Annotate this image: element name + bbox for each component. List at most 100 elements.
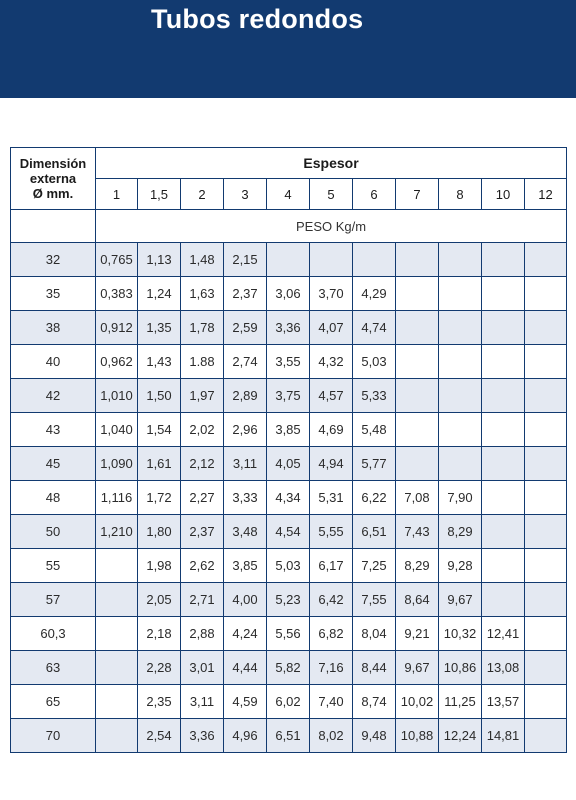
weight-cell: 2,89	[223, 378, 267, 413]
weight-cell: 1,24	[137, 276, 181, 311]
weight-cell: 2,96	[223, 412, 267, 447]
weight-cell	[523, 276, 568, 311]
weight-cell: 2,88	[180, 616, 224, 651]
thickness-header-cell: 6	[352, 178, 396, 210]
weight-cell: 3,11	[180, 684, 224, 719]
weight-cell: 9,21	[395, 616, 439, 651]
weight-cell: 4,32	[309, 344, 353, 379]
weight-cell: 1,116	[95, 480, 138, 515]
weight-cell: 1,210	[95, 514, 138, 549]
table-row: 42 1,010 1,50 1,97 2,89 3,75 4,57 5,33	[10, 378, 568, 413]
weight-cell: 0,912	[95, 310, 138, 345]
thickness-header-cell: 5	[309, 178, 353, 210]
weight-cell	[481, 514, 525, 549]
weight-cell: 1,63	[180, 276, 224, 311]
weight-cell: 8,74	[352, 684, 396, 719]
weight-cell	[523, 310, 568, 345]
weight-cell: 2,54	[137, 718, 181, 753]
weight-cell	[95, 650, 138, 685]
table-row: 38 0,912 1,35 1,78 2,59 3,36 4,07 4,74	[10, 310, 568, 345]
weight-cell: 1,040	[95, 412, 138, 447]
weight-cell	[438, 344, 482, 379]
table-row: 60,3 2,18 2,88 4,24 5,56 6,82 8,04 9,21 10,32 12,…	[10, 616, 568, 651]
weight-cell: 2,15	[223, 242, 267, 277]
weight-cell	[523, 548, 568, 583]
weight-cell: 1,010	[95, 378, 138, 413]
weight-cell: 12,41	[481, 616, 525, 651]
dimension-cell: 60,3	[10, 616, 96, 651]
weight-cell	[438, 276, 482, 311]
dimension-cell: 42	[10, 378, 96, 413]
weight-cell	[481, 310, 525, 345]
page-title: Tubos redondos	[151, 4, 364, 34]
weight-cell: 5,03	[352, 344, 396, 379]
weight-cell: 7,08	[395, 480, 439, 515]
unit-row: PESO Kg/m	[10, 209, 568, 243]
weight-cell: 6,02	[266, 684, 310, 719]
weight-cell: 3,36	[180, 718, 224, 753]
weight-cell	[523, 242, 568, 277]
weight-cell: 2,05	[137, 582, 181, 617]
weight-cell: 4,54	[266, 514, 310, 549]
dimension-cell: 65	[10, 684, 96, 719]
weight-cell	[523, 344, 568, 379]
dimension-header-line: Ø mm.	[32, 186, 74, 201]
weight-cell: 1,61	[137, 446, 181, 481]
weight-cell: 4,00	[223, 582, 267, 617]
weight-cell: 7,90	[438, 480, 482, 515]
weight-cell: 1,98	[137, 548, 181, 583]
thickness-header-cell: 12	[523, 178, 568, 210]
table-row: 48 1,116 1,72 2,27 3,33 4,34 5,31 6,22 7,08 7,90	[10, 480, 568, 515]
weight-cell: 5,77	[352, 446, 396, 481]
weight-cell	[395, 242, 439, 277]
weight-cell: 2,71	[180, 582, 224, 617]
weight-cell: 3,11	[223, 446, 267, 481]
thickness-header-cell: 7	[395, 178, 439, 210]
weight-cell: 0,383	[95, 276, 138, 311]
weight-cell	[438, 412, 482, 447]
weight-cell: 4,07	[309, 310, 353, 345]
dimension-header-line: Dimensión	[19, 156, 87, 171]
dimension-cell: 50	[10, 514, 96, 549]
weight-cell: 8,44	[352, 650, 396, 685]
weight-cell: 4,44	[223, 650, 267, 685]
weight-cell: 2,35	[137, 684, 181, 719]
weight-cell: 11,25	[438, 684, 482, 719]
dimension-cell: 55	[10, 548, 96, 583]
thickness-header-cell: 1,5	[137, 178, 181, 210]
weight-cell	[481, 446, 525, 481]
unit-row-blank	[10, 209, 96, 243]
weight-cell: 9,28	[438, 548, 482, 583]
thickness-header-cell: 8	[438, 178, 482, 210]
weight-cell	[481, 276, 525, 311]
weight-cell: 6,82	[309, 616, 353, 651]
weight-cell: 5,31	[309, 480, 353, 515]
weight-cell: 7,43	[395, 514, 439, 549]
weight-cell: 14,81	[481, 718, 525, 753]
weight-cell: 7,16	[309, 650, 353, 685]
weight-cell	[95, 582, 138, 617]
dimension-cell: 45	[10, 446, 96, 481]
weight-cell: 4,69	[309, 412, 353, 447]
header-row-group: Dimensión externa Ø mm. Espesor	[10, 147, 568, 210]
weight-cell	[523, 582, 568, 617]
table-row: 63 2,28 3,01 4,44 5,82 7,16 8,44 9,67 10,86 13,08	[10, 650, 568, 685]
weight-cell: 5,55	[309, 514, 353, 549]
weight-cell: 2,37	[180, 514, 224, 549]
weight-cell	[95, 548, 138, 583]
dimension-cell: 63	[10, 650, 96, 685]
weight-cell: 2,12	[180, 446, 224, 481]
dimension-cell: 57	[10, 582, 96, 617]
weight-cell: 2,62	[180, 548, 224, 583]
weight-cell	[481, 344, 525, 379]
weight-cell: 0,962	[95, 344, 138, 379]
weight-cell	[395, 412, 439, 447]
weight-cell: 2,02	[180, 412, 224, 447]
weight-cell	[481, 378, 525, 413]
weight-cell: 9,48	[352, 718, 396, 753]
weight-cell: 5,48	[352, 412, 396, 447]
weight-cell: 5,33	[352, 378, 396, 413]
weight-cell: 8,29	[438, 514, 482, 549]
dimension-cell: 38	[10, 310, 96, 345]
weight-table: Dimensión externa Ø mm. Espesor 1 1,5 2 3 4 5…	[10, 147, 568, 753]
